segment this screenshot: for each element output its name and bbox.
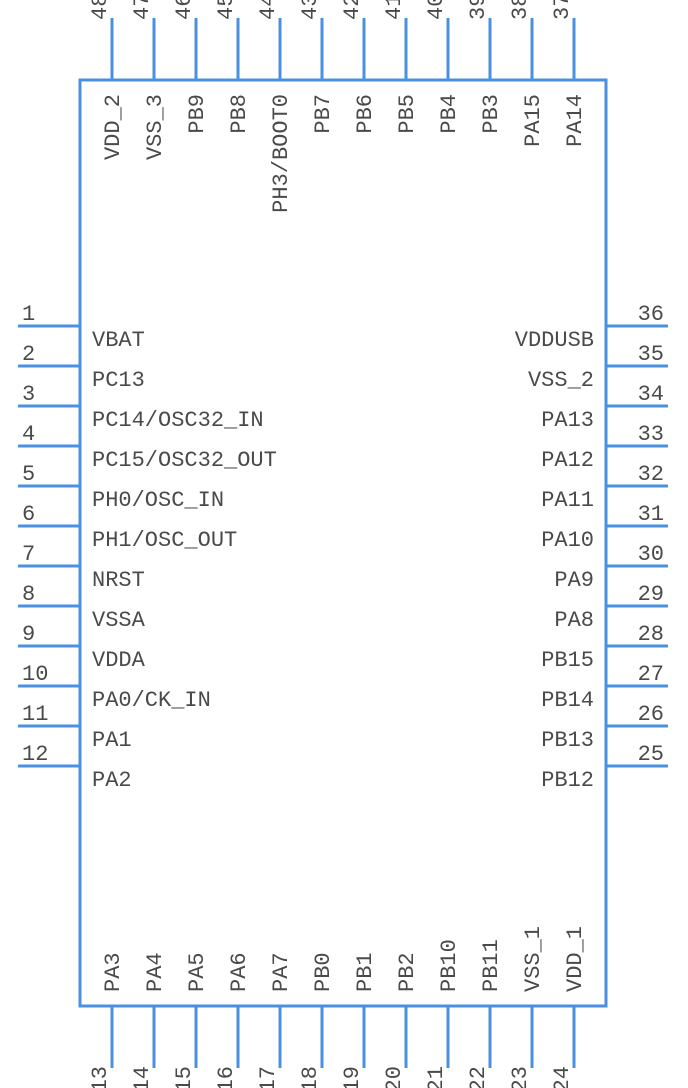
pin-number: 41 bbox=[382, 0, 407, 20]
pin-label: PC14/OSC32_IN bbox=[92, 408, 264, 433]
pin-number: 16 bbox=[214, 1066, 239, 1088]
pin-label: PA13 bbox=[541, 408, 594, 433]
pin-number: 14 bbox=[130, 1066, 155, 1088]
pin-label: PB8 bbox=[227, 94, 252, 134]
pin-label: PA8 bbox=[554, 608, 594, 633]
pin-label: PB6 bbox=[353, 94, 378, 134]
pin-number: 11 bbox=[22, 702, 48, 727]
pin-number: 15 bbox=[172, 1066, 197, 1088]
pin-label: PB3 bbox=[479, 94, 504, 134]
pin-number: 31 bbox=[638, 502, 664, 527]
pin-number: 27 bbox=[638, 662, 664, 687]
pin-number: 44 bbox=[256, 0, 281, 20]
pin-label: PH3/BOOT0 bbox=[269, 94, 294, 213]
ic-pinout-diagram: 1 VBAT 2 PC13 3 PC14/OSC32_IN 4 PC15/OSC32_OUT 5… bbox=[0, 0, 688, 1088]
pin-number: 48 bbox=[88, 0, 113, 20]
pin-number: 8 bbox=[22, 582, 35, 607]
pin-label: PA1 bbox=[92, 728, 132, 753]
pin-number: 35 bbox=[638, 342, 664, 367]
pin-label: PB0 bbox=[311, 952, 336, 992]
pin-number: 17 bbox=[256, 1066, 281, 1088]
pin-number: 24 bbox=[550, 1066, 575, 1088]
pin-number: 20 bbox=[382, 1066, 407, 1088]
pin-number: 21 bbox=[424, 1066, 449, 1088]
pin-label: PB12 bbox=[541, 768, 594, 793]
pin-number: 12 bbox=[22, 742, 48, 767]
pin-label: PA6 bbox=[227, 952, 252, 992]
pin-number: 19 bbox=[340, 1066, 365, 1088]
pin-label: PA14 bbox=[563, 94, 588, 147]
pin-label: VSS_1 bbox=[521, 926, 546, 992]
pin-label: VDDA bbox=[92, 648, 146, 673]
pin-number: 5 bbox=[22, 462, 35, 487]
pin-number: 6 bbox=[22, 502, 35, 527]
pin-number: 29 bbox=[638, 582, 664, 607]
pin-label: PA4 bbox=[143, 952, 168, 992]
pin-label: VSS_2 bbox=[528, 368, 594, 393]
pin-number: 40 bbox=[424, 0, 449, 20]
pin-number: 36 bbox=[638, 302, 664, 327]
pin-label: PB5 bbox=[395, 94, 420, 134]
pin-label: VSS_3 bbox=[143, 94, 168, 160]
pin-number: 28 bbox=[638, 622, 664, 647]
pin-label: PA9 bbox=[554, 568, 594, 593]
pin-number: 47 bbox=[130, 0, 155, 20]
pin-number: 39 bbox=[466, 0, 491, 20]
pin-number: 32 bbox=[638, 462, 664, 487]
pin-label: VSSA bbox=[92, 608, 146, 633]
pin-label: PB1 bbox=[353, 952, 378, 992]
pin-number: 26 bbox=[638, 702, 664, 727]
pin-number: 2 bbox=[22, 342, 35, 367]
pin-label: VDD_1 bbox=[563, 926, 588, 992]
pin-label: PB15 bbox=[541, 648, 594, 673]
pin-number: 3 bbox=[22, 382, 35, 407]
pin-label: PH0/OSC_IN bbox=[92, 488, 224, 513]
pin-label: PA11 bbox=[541, 488, 594, 513]
pin-label: PA7 bbox=[269, 952, 294, 992]
pin-number: 37 bbox=[550, 0, 575, 20]
pin-label: PB14 bbox=[541, 688, 594, 713]
pin-number: 42 bbox=[340, 0, 365, 20]
pin-label: PB2 bbox=[395, 952, 420, 992]
pin-number: 7 bbox=[22, 542, 35, 567]
pin-number: 9 bbox=[22, 622, 35, 647]
pin-label: PB9 bbox=[185, 94, 210, 134]
pin-label: PC15/OSC32_OUT bbox=[92, 448, 277, 473]
pin-number: 30 bbox=[638, 542, 664, 567]
pin-label: PA15 bbox=[521, 94, 546, 147]
pin-label: VDDUSB bbox=[515, 328, 594, 353]
pin-number: 10 bbox=[22, 662, 48, 687]
pin-label: PA0/CK_IN bbox=[92, 688, 211, 713]
pin-label: PA3 bbox=[101, 952, 126, 992]
pin-number: 1 bbox=[22, 302, 35, 327]
pin-number: 33 bbox=[638, 422, 664, 447]
pin-number: 25 bbox=[638, 742, 664, 767]
pin-label: PB7 bbox=[311, 94, 336, 134]
pin-label: PB4 bbox=[437, 94, 462, 134]
pin-number: 23 bbox=[508, 1066, 533, 1088]
pin-label: VDD_2 bbox=[101, 94, 126, 160]
pin-number: 45 bbox=[214, 0, 239, 20]
pin-label: PC13 bbox=[92, 368, 145, 393]
pin-label: NRST bbox=[92, 568, 145, 593]
pin-label: PA10 bbox=[541, 528, 594, 553]
pin-number: 46 bbox=[172, 0, 197, 20]
pin-number: 13 bbox=[88, 1066, 113, 1088]
pin-number: 34 bbox=[638, 382, 664, 407]
pin-label: PA5 bbox=[185, 952, 210, 992]
pin-number: 43 bbox=[298, 0, 323, 20]
pin-label: PA2 bbox=[92, 768, 132, 793]
pin-label: PH1/OSC_OUT bbox=[92, 528, 237, 553]
pin-label: PA12 bbox=[541, 448, 594, 473]
pin-label: VBAT bbox=[92, 328, 145, 353]
pin-label: PB11 bbox=[479, 939, 504, 992]
pin-number: 18 bbox=[298, 1066, 323, 1088]
pin-number: 22 bbox=[466, 1066, 491, 1088]
pin-number: 38 bbox=[508, 0, 533, 20]
pin-label: PB13 bbox=[541, 728, 594, 753]
pin-label: PB10 bbox=[437, 939, 462, 992]
pin-number: 4 bbox=[22, 422, 35, 447]
